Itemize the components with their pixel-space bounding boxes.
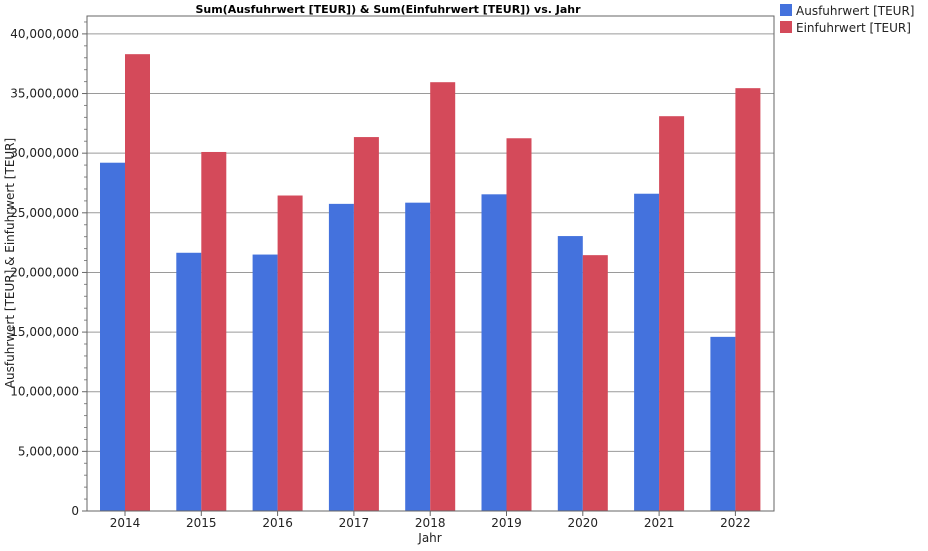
- legend-entry: Ausfuhrwert [TEUR]: [796, 4, 914, 18]
- y-tick-label: 20,000,000: [10, 265, 79, 279]
- y-axis-title: Ausfuhrwert [TEUR] & Einfuhrwert [TEUR]: [3, 138, 17, 388]
- y-tick-label: 25,000,000: [10, 206, 79, 220]
- x-tick-label: 2016: [262, 516, 293, 530]
- legend: Ausfuhrwert [TEUR] Einfuhrwert [TEUR]: [780, 4, 914, 35]
- y-tick-label: 5,000,000: [18, 444, 79, 458]
- bar-ausfuhrwert-2017: [328, 203, 354, 511]
- legend-swatch: [780, 21, 792, 33]
- chart-title: Sum(Ausfuhrwert [TEUR]) & Sum(Einfuhrwer…: [195, 3, 581, 16]
- x-tick-label: 2018: [415, 516, 446, 530]
- y-tick-label: 15,000,000: [10, 325, 79, 339]
- x-tick-label: 2017: [339, 516, 370, 530]
- x-axis: 2014 2015 2016 2017 2018 2019 2020 2021 2022: [110, 511, 751, 530]
- bar-ausfuhrwert-2016: [252, 254, 278, 512]
- bar-einfuhrwert-2022: [735, 88, 761, 511]
- bar-einfuhrwert-2016: [277, 195, 303, 511]
- bar-einfuhrwert-2017: [353, 137, 379, 511]
- x-axis-title: Jahr: [417, 531, 441, 545]
- legend-swatch: [780, 4, 792, 16]
- bar-ausfuhrwert-2018: [405, 202, 431, 511]
- bars: [100, 54, 761, 512]
- bar-ausfuhrwert-2021: [634, 193, 660, 511]
- y-axis: 0 5,000,000 10,000,000 15,000,000 20,000,000…: [10, 21, 87, 518]
- y-tick-label: 30,000,000: [10, 146, 79, 160]
- bar-einfuhrwert-2015: [201, 151, 227, 512]
- x-tick-label: 2015: [186, 516, 217, 530]
- bar-ausfuhrwert-2015: [176, 252, 202, 511]
- y-tick-label: 40,000,000: [10, 27, 79, 41]
- bar-einfuhrwert-2021: [659, 116, 685, 511]
- bar-ausfuhrwert-2014: [100, 162, 125, 511]
- plot-frame: [86, 15, 775, 512]
- x-tick-label: 2020: [568, 516, 599, 530]
- x-tick-label: 2019: [491, 516, 522, 530]
- y-tick-label: 10,000,000: [10, 385, 79, 399]
- x-tick-label: 2021: [644, 516, 675, 530]
- x-tick-label: 2014: [110, 516, 141, 530]
- bar-ausfuhrwert-2020: [557, 236, 583, 511]
- bar-ausfuhrwert-2019: [481, 194, 507, 511]
- legend-entry: Einfuhrwert [TEUR]: [796, 21, 911, 35]
- bar-einfuhrwert-2014: [125, 54, 150, 512]
- bar-einfuhrwert-2018: [430, 82, 456, 511]
- bar-ausfuhrwert-2022: [710, 336, 736, 511]
- y-tick-label: 0: [71, 504, 79, 518]
- x-tick-label: 2022: [720, 516, 751, 530]
- bar-einfuhrwert-2019: [506, 138, 532, 511]
- bar-einfuhrwert-2020: [582, 255, 608, 511]
- y-tick-label: 35,000,000: [10, 87, 79, 101]
